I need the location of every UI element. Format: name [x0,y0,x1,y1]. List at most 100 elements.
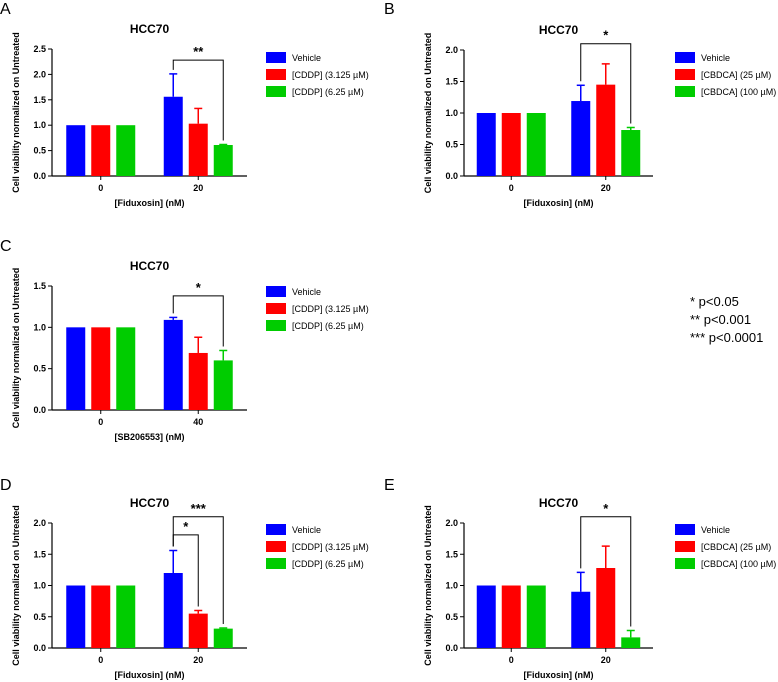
y-axis-label: Cell viability normalized on Untreated [11,32,21,193]
legend-label: [CDDP] (3.125 µM) [292,304,369,314]
legend-swatch [266,52,286,63]
bar [476,113,496,176]
legend-label: Vehicle [292,53,321,63]
y-tick-label: 1.0 [33,581,46,591]
legend-label: [CDDP] (6.25 µM) [292,87,364,97]
legend-swatch [675,52,695,63]
legend-swatch [266,86,286,97]
bar [66,585,86,648]
legend-swatch [266,286,286,297]
bar [501,585,521,648]
y-tick-label: 2.0 [33,518,46,528]
chart-title: HCC70 [539,496,579,510]
legend-label: [CDDP] (3.125 µM) [292,542,369,552]
y-tick-label: 0.0 [445,643,458,653]
y-tick-label: 1.0 [33,322,46,332]
y-tick-label: 0.0 [33,405,46,415]
bar [621,637,641,648]
x-tick-label: 0 [509,183,514,193]
y-tick-label: 0.5 [33,146,46,156]
bar [116,125,136,176]
legend-swatch [675,86,695,97]
bar [91,125,111,176]
x-tick-label: 0 [509,655,514,665]
legend-swatch [675,558,695,569]
legend-swatch [266,558,286,569]
y-tick-label: 1.0 [445,108,458,118]
bar [213,628,233,648]
y-tick-label: 1.5 [445,77,458,87]
panel-letter: A [0,1,11,18]
bar [66,125,86,176]
legend-swatch [266,320,286,331]
significance-bracket [580,43,632,124]
panel-letter: C [0,238,12,255]
legend-label: Vehicle [701,53,730,63]
bar [188,613,208,648]
bar [91,327,111,410]
legend-label: [CBDCA] (25 µM) [701,542,771,552]
bar [596,84,616,176]
significance-bracket [172,516,224,624]
x-axis-label: [Fiduxosin] (nM) [115,198,185,208]
x-tick-label: 0 [98,183,103,193]
significance-label: * [183,519,189,534]
significance-bracket [580,516,632,627]
y-tick-label: 1.5 [445,549,458,559]
y-tick-label: 0.5 [445,140,458,150]
significance-label: * [603,28,609,43]
significance-label: * [603,501,609,516]
chart-panel-a: A HCC70 Cell viability normalized on Untre… [0,1,369,208]
legend-label: [CDDP] (6.25 µM) [292,321,364,331]
x-tick-label: 20 [601,183,611,193]
bar [596,568,616,648]
y-tick-label: 0.5 [445,612,458,622]
bar [91,585,111,648]
bar [66,327,86,410]
x-axis-label: [Fiduxosin] (nM) [524,198,594,208]
y-tick-label: 0.5 [33,612,46,622]
legend-swatch [266,541,286,552]
significance-note-2: ** p<0.001 [690,312,752,327]
y-tick-label: 2.5 [33,44,46,54]
legend-swatch [675,69,695,80]
bar [213,145,233,176]
x-tick-label: 40 [193,417,203,427]
bar [501,113,521,176]
bar [163,96,183,176]
y-axis-label: Cell viability normalized on Untreated [423,505,433,666]
chart-panel-e: E HCC70 Cell viability normalized on Untre… [384,477,776,680]
chart-panel-d: D HCC70 Cell viability normalized on Untre… [0,477,369,680]
chart-panel-c: C HCC70 Cell viability normalized on Untre… [0,238,369,442]
legend-label: [CBDCA] (100 µM) [701,559,776,569]
bar [188,123,208,176]
x-axis-label: [Fiduxosin] (nM) [524,670,594,680]
y-axis-label: Cell viability normalized on Untreated [423,33,433,194]
x-tick-label: 20 [601,655,611,665]
legend-swatch [266,303,286,314]
bar [526,585,546,648]
legend-label: Vehicle [292,287,321,297]
significance-note-3: *** p<0.0001 [690,330,764,345]
x-tick-label: 0 [98,655,103,665]
y-tick-label: 1.5 [33,281,46,291]
legend-label: Vehicle [292,525,321,535]
chart-title: HCC70 [539,23,579,37]
legend-swatch [675,524,695,535]
significance-bracket [172,295,224,347]
legend-label: [CBDCA] (25 µM) [701,70,771,80]
chart-title: HCC70 [130,259,170,273]
x-axis-label: [Fiduxosin] (nM) [115,670,185,680]
x-tick-label: 0 [98,417,103,427]
legend-swatch [266,69,286,80]
panel-letter: B [384,1,395,18]
significance-label: *** [191,501,207,516]
legend-label: [CDDP] (3.125 µM) [292,70,369,80]
y-tick-label: 0.5 [33,364,46,374]
y-tick-label: 1.0 [33,120,46,130]
x-tick-label: 20 [193,183,203,193]
chart-title: HCC70 [130,22,170,36]
legend-label: Vehicle [701,525,730,535]
legend-swatch [266,524,286,535]
